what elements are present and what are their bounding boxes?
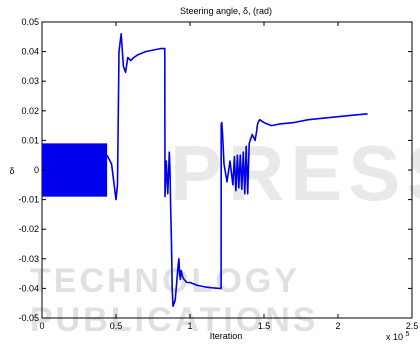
y-tick-label: -0.02 xyxy=(18,224,39,234)
oscillation-band xyxy=(42,143,108,197)
x-tick-label: 0.5 xyxy=(110,321,123,331)
y-tick-label: -0.01 xyxy=(18,195,39,205)
x-axis-label: Iteration xyxy=(210,331,243,341)
series-line xyxy=(106,32,368,308)
x-tick-label: 2 xyxy=(335,321,340,331)
x-exponent-base: x 10 xyxy=(386,332,403,342)
y-tick-label: 0.01 xyxy=(21,135,39,145)
x-exponent-power: 5 xyxy=(406,331,410,338)
y-tick-label: 0.02 xyxy=(21,106,39,116)
x-tick-label: 2.5 xyxy=(406,321,419,331)
y-axis-label: δ xyxy=(9,166,14,176)
y-tick-label: -0.03 xyxy=(18,254,39,264)
x-tick-label: 1 xyxy=(187,321,192,331)
y-tick-label: 0.05 xyxy=(21,17,39,27)
y-tick-label: 0.04 xyxy=(21,47,39,57)
x-tick-label: 1.5 xyxy=(258,321,271,331)
x-exponent-label: x 10 5 xyxy=(386,331,410,342)
plot-area: -0.05 -0.04 -0.03 -0.02 -0.01 0 0.01 0.02 0.03 0.… xyxy=(18,17,418,331)
x-tick-label: 0 xyxy=(39,321,44,331)
chart-title: Steering angle, δ, (rad) xyxy=(180,6,272,16)
y-tick-label: 0 xyxy=(34,165,39,175)
y-tick-label: -0.05 xyxy=(18,313,39,323)
y-tick-label: 0.03 xyxy=(21,76,39,86)
y-tick-label: -0.04 xyxy=(18,283,39,293)
